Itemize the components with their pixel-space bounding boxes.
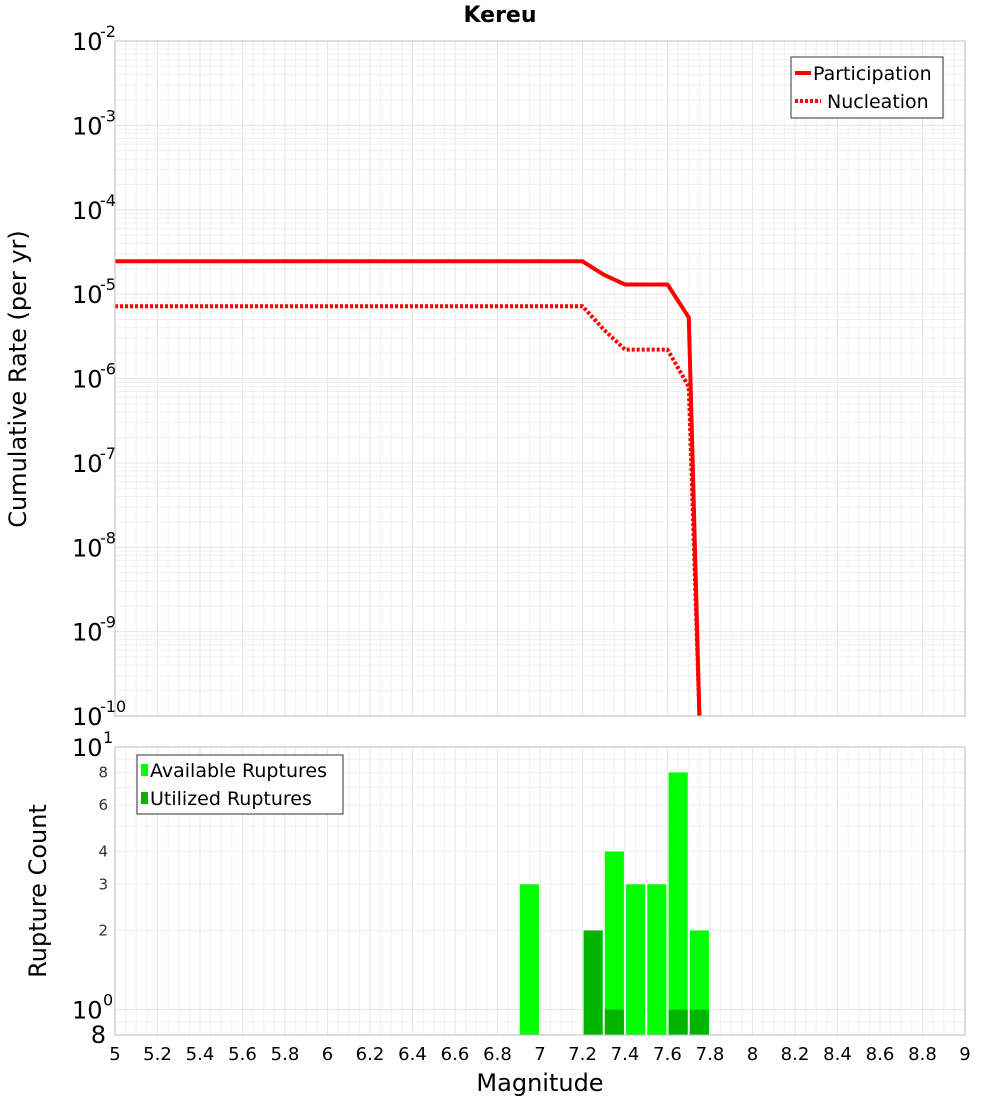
- top-y-tick-exponent: -2: [100, 22, 116, 41]
- bottom-y-tick-label: 6: [98, 796, 108, 814]
- chart-title: Kereu: [463, 3, 536, 28]
- bar-utilized-ruptures: [604, 1009, 624, 1035]
- top-legend: Participation Nucleation: [790, 56, 944, 119]
- x-tick-label: 5.6: [228, 1044, 257, 1065]
- top-y-tick-exponent: -8: [100, 528, 116, 547]
- top-y-tick-label: 10: [72, 281, 103, 309]
- x-tick-label: 6: [322, 1044, 333, 1065]
- top-grid: [114, 41, 966, 717]
- bar-available-ruptures: [604, 851, 624, 1035]
- x-tick-label: 8.2: [781, 1044, 810, 1065]
- bottom-y-decade-label: 10: [72, 997, 103, 1025]
- x-tick-label: 5.8: [271, 1044, 300, 1065]
- bottom-y-tick-label: 4: [98, 842, 108, 860]
- top-y-tick-exponent: -10: [100, 697, 126, 716]
- x-tick-label: 5.4: [186, 1044, 215, 1065]
- top-y-tick-exponent: -4: [100, 191, 116, 210]
- x-tick-label: 7: [534, 1044, 545, 1065]
- x-tick-label: 8.4: [823, 1044, 852, 1065]
- bar-available-ruptures: [626, 884, 646, 1035]
- top-y-tick-label: 10: [72, 450, 103, 478]
- x-tick-label: 8.8: [908, 1044, 937, 1065]
- top-y-tick-label: 10: [72, 619, 103, 647]
- top-y-tick-label: 10: [72, 366, 103, 394]
- bottom-bars: [519, 772, 709, 1035]
- x-tick-label: 7.6: [653, 1044, 682, 1065]
- x-tick-label: 6.8: [483, 1044, 512, 1065]
- top-y-tick-exponent: -6: [100, 360, 116, 379]
- top-y-tick-exponent: -5: [100, 275, 116, 294]
- bottom-y-decade-label: 10: [72, 734, 103, 762]
- legend-label-available: Available Ruptures: [150, 760, 327, 782]
- legend-label-nucleation: Nucleation: [827, 91, 929, 113]
- top-y-tick-exponent: -9: [100, 613, 116, 632]
- x-tick-label: 6.2: [356, 1044, 385, 1065]
- x-axis-title: Magnitude: [476, 1069, 603, 1097]
- series-line-participation: [115, 259, 702, 717]
- bottom-y-decade-exponent: 0: [103, 991, 113, 1010]
- x-tick-label: 8: [747, 1044, 758, 1065]
- legend-label-utilized: Utilized Ruptures: [150, 788, 312, 810]
- top-plot-frame: [114, 40, 966, 717]
- bar-utilized-ruptures: [689, 1009, 709, 1035]
- legend-label-participation: Participation: [813, 63, 932, 85]
- x-tick-label: 5.2: [143, 1044, 172, 1065]
- top-y-tick-label: 10: [72, 28, 103, 56]
- top-y-tick-labels: 10-210-310-410-510-610-710-810-910-10: [72, 22, 126, 731]
- top-y-tick-label: 10: [72, 197, 103, 225]
- top-y-tick-label: 10: [72, 534, 103, 562]
- x-tick-label: 7.8: [696, 1044, 725, 1065]
- top-y-tick-label: 10: [72, 112, 103, 140]
- x-tick-label: 9: [959, 1044, 970, 1065]
- bar-available-ruptures: [519, 884, 539, 1035]
- bar-utilized-ruptures: [583, 930, 603, 1035]
- x-tick-label: 6.6: [441, 1044, 470, 1065]
- x-tick-label: 8.6: [866, 1044, 895, 1065]
- x-tick-labels: 5 5.2 5.4 5.6 5.8 6 6.2 6.4 6.6 6.8 7 7.2 7.4 7.6 7.8 8…: [109, 1044, 970, 1065]
- top-y-tick-exponent: -7: [100, 444, 116, 463]
- bottom-y-tick-label: 3: [98, 875, 108, 893]
- bar-utilized-ruptures: [668, 1009, 688, 1035]
- bar-available-ruptures: [689, 930, 709, 1035]
- top-series: [115, 259, 702, 717]
- top-y-axis-title: Cumulative Rate (per yr): [4, 230, 32, 528]
- bottom-y-min-label: 8: [91, 1021, 106, 1049]
- x-tick-label: 7.2: [568, 1044, 597, 1065]
- series-line-nucleation: [115, 304, 702, 717]
- top-legend-box: [790, 56, 944, 119]
- bar-available-ruptures: [668, 772, 688, 1035]
- bottom-y-tick-label: 2: [98, 922, 108, 940]
- bottom-y-decade-exponent: 1: [103, 728, 113, 747]
- bottom-legend-box: [136, 754, 344, 815]
- legend-swatch-available: [141, 764, 148, 776]
- x-tick-label: 7.4: [611, 1044, 640, 1065]
- legend-swatch-utilized: [141, 792, 148, 804]
- bar-available-ruptures: [647, 884, 667, 1035]
- bottom-legend: Available Ruptures Utilized Ruptures: [136, 754, 344, 815]
- bottom-plot-frame: [114, 746, 966, 1036]
- top-y-tick-exponent: -3: [100, 106, 116, 125]
- x-tick-label: 5: [109, 1044, 120, 1065]
- x-tick-label: 6.4: [398, 1044, 427, 1065]
- top-y-tick-label: 10: [72, 703, 103, 731]
- bottom-y-axis-title: Rupture Count: [24, 804, 52, 978]
- bottom-y-tick-label: 8: [98, 763, 108, 781]
